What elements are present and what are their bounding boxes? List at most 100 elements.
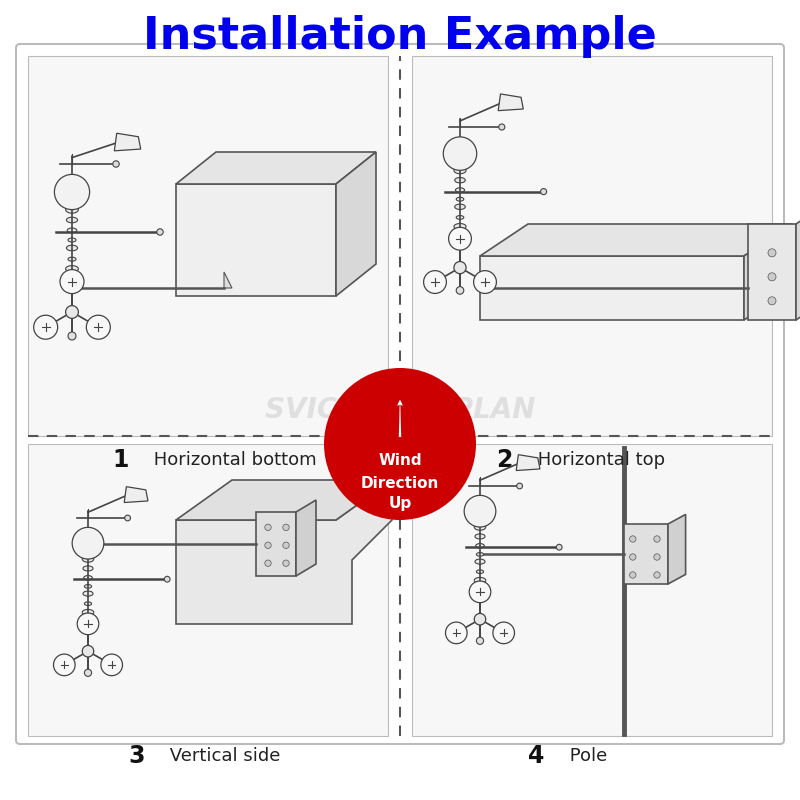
Bar bbox=[412, 56, 772, 436]
Text: Pole: Pole bbox=[564, 747, 607, 765]
Text: 1: 1 bbox=[112, 448, 128, 472]
Text: Horizontal top: Horizontal top bbox=[532, 451, 665, 469]
Circle shape bbox=[768, 273, 776, 281]
Ellipse shape bbox=[454, 204, 466, 210]
Bar bbox=[28, 56, 388, 436]
Ellipse shape bbox=[66, 218, 78, 222]
Polygon shape bbox=[224, 272, 232, 288]
Circle shape bbox=[77, 613, 99, 634]
Circle shape bbox=[654, 572, 660, 578]
Circle shape bbox=[474, 270, 497, 294]
Circle shape bbox=[454, 262, 466, 274]
Circle shape bbox=[265, 542, 271, 549]
Text: 2: 2 bbox=[496, 448, 512, 472]
Polygon shape bbox=[480, 224, 792, 256]
Circle shape bbox=[34, 315, 58, 339]
Ellipse shape bbox=[83, 591, 93, 596]
Ellipse shape bbox=[83, 566, 93, 571]
Circle shape bbox=[157, 229, 163, 235]
Polygon shape bbox=[624, 524, 668, 584]
Circle shape bbox=[324, 368, 476, 520]
Polygon shape bbox=[296, 500, 316, 576]
Circle shape bbox=[449, 227, 471, 250]
Circle shape bbox=[113, 161, 119, 167]
Ellipse shape bbox=[474, 524, 486, 530]
Circle shape bbox=[54, 654, 75, 676]
Ellipse shape bbox=[67, 228, 77, 233]
Circle shape bbox=[556, 544, 562, 550]
Circle shape bbox=[82, 646, 94, 657]
Polygon shape bbox=[668, 514, 686, 584]
Polygon shape bbox=[498, 94, 523, 110]
Circle shape bbox=[654, 536, 660, 542]
Circle shape bbox=[283, 542, 290, 549]
Ellipse shape bbox=[84, 576, 92, 580]
Ellipse shape bbox=[82, 610, 94, 615]
Text: Wind: Wind bbox=[378, 454, 422, 468]
Text: Direction: Direction bbox=[361, 476, 439, 491]
Ellipse shape bbox=[454, 223, 466, 230]
Ellipse shape bbox=[456, 215, 464, 219]
Text: Up: Up bbox=[388, 496, 412, 510]
Circle shape bbox=[456, 286, 464, 294]
Circle shape bbox=[164, 576, 170, 582]
Circle shape bbox=[265, 560, 271, 566]
Circle shape bbox=[54, 174, 90, 210]
Circle shape bbox=[68, 332, 76, 340]
Circle shape bbox=[654, 554, 660, 560]
Circle shape bbox=[768, 249, 776, 257]
Text: Horizontal bottom: Horizontal bottom bbox=[148, 451, 317, 469]
Circle shape bbox=[493, 622, 514, 644]
Ellipse shape bbox=[475, 559, 485, 564]
Circle shape bbox=[477, 637, 483, 645]
Circle shape bbox=[125, 515, 130, 521]
Circle shape bbox=[630, 554, 636, 560]
Ellipse shape bbox=[85, 602, 92, 606]
Ellipse shape bbox=[66, 266, 78, 272]
Polygon shape bbox=[480, 256, 744, 320]
Bar bbox=[28, 444, 388, 736]
Ellipse shape bbox=[85, 622, 92, 626]
Ellipse shape bbox=[456, 198, 464, 201]
Polygon shape bbox=[176, 480, 392, 520]
Ellipse shape bbox=[477, 590, 483, 594]
Circle shape bbox=[630, 572, 636, 578]
Text: Installation Example: Installation Example bbox=[143, 14, 657, 58]
Ellipse shape bbox=[455, 188, 465, 192]
Ellipse shape bbox=[477, 553, 483, 556]
Polygon shape bbox=[124, 486, 148, 502]
Circle shape bbox=[469, 581, 491, 602]
Circle shape bbox=[265, 524, 271, 530]
Polygon shape bbox=[744, 224, 792, 320]
Circle shape bbox=[630, 536, 636, 542]
Text: 4: 4 bbox=[528, 744, 544, 768]
Circle shape bbox=[423, 270, 446, 294]
Ellipse shape bbox=[475, 534, 485, 539]
Polygon shape bbox=[796, 192, 800, 320]
Ellipse shape bbox=[474, 578, 486, 583]
Circle shape bbox=[443, 137, 477, 170]
Circle shape bbox=[86, 315, 110, 339]
Circle shape bbox=[474, 614, 486, 625]
Ellipse shape bbox=[454, 167, 466, 174]
Circle shape bbox=[768, 297, 776, 305]
Circle shape bbox=[283, 560, 290, 566]
Text: Vertical side: Vertical side bbox=[164, 747, 280, 765]
Circle shape bbox=[85, 669, 92, 677]
Circle shape bbox=[283, 524, 290, 530]
Circle shape bbox=[66, 306, 78, 318]
Ellipse shape bbox=[66, 206, 78, 214]
Ellipse shape bbox=[68, 280, 76, 284]
Circle shape bbox=[446, 622, 467, 644]
Ellipse shape bbox=[68, 258, 76, 261]
Circle shape bbox=[60, 270, 84, 294]
Circle shape bbox=[101, 654, 122, 676]
Text: by Trumsense: by Trumsense bbox=[352, 423, 448, 438]
Polygon shape bbox=[176, 480, 392, 624]
Circle shape bbox=[72, 527, 104, 559]
FancyBboxPatch shape bbox=[16, 44, 784, 744]
Bar bbox=[412, 444, 772, 736]
Ellipse shape bbox=[456, 237, 464, 241]
Polygon shape bbox=[748, 224, 796, 320]
Ellipse shape bbox=[85, 585, 92, 588]
